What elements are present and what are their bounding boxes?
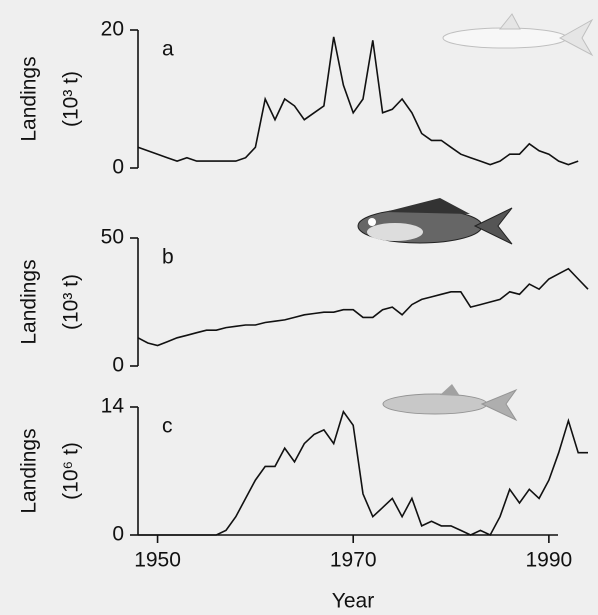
y-tick-label: 14 <box>101 395 125 418</box>
fish-icon-c <box>382 384 518 422</box>
y-axis-unit: (10⁶ t) <box>60 442 83 500</box>
y-tick-label: 50 <box>101 226 124 249</box>
data-line <box>137 36 579 166</box>
data-line <box>137 267 589 347</box>
y-axis-unit: (10³ t) <box>60 274 83 330</box>
x-tick-label: 1950 <box>134 549 181 572</box>
panel-label: b <box>162 246 174 269</box>
y-axis-unit: (10³ t) <box>60 71 83 127</box>
x-tick-label: 1990 <box>526 549 573 572</box>
panel-label: a <box>162 38 174 61</box>
panel-label: c <box>162 415 173 438</box>
y-tick-label: 0 <box>112 523 124 546</box>
y-tick-label: 0 <box>112 156 124 179</box>
data-line <box>138 409 588 537</box>
y-tick-label: 20 <box>101 18 124 41</box>
y-tick-label: 0 <box>112 354 124 377</box>
y-axis-label: Landings <box>18 56 41 141</box>
fish-icon-b <box>357 198 513 245</box>
y-axis-label: Landings <box>18 259 41 344</box>
x-tick-label: 1970 <box>330 549 377 572</box>
fish-icon-a <box>442 13 594 57</box>
x-axis-label: Year <box>332 590 374 613</box>
y-axis-label: Landings <box>18 428 41 513</box>
